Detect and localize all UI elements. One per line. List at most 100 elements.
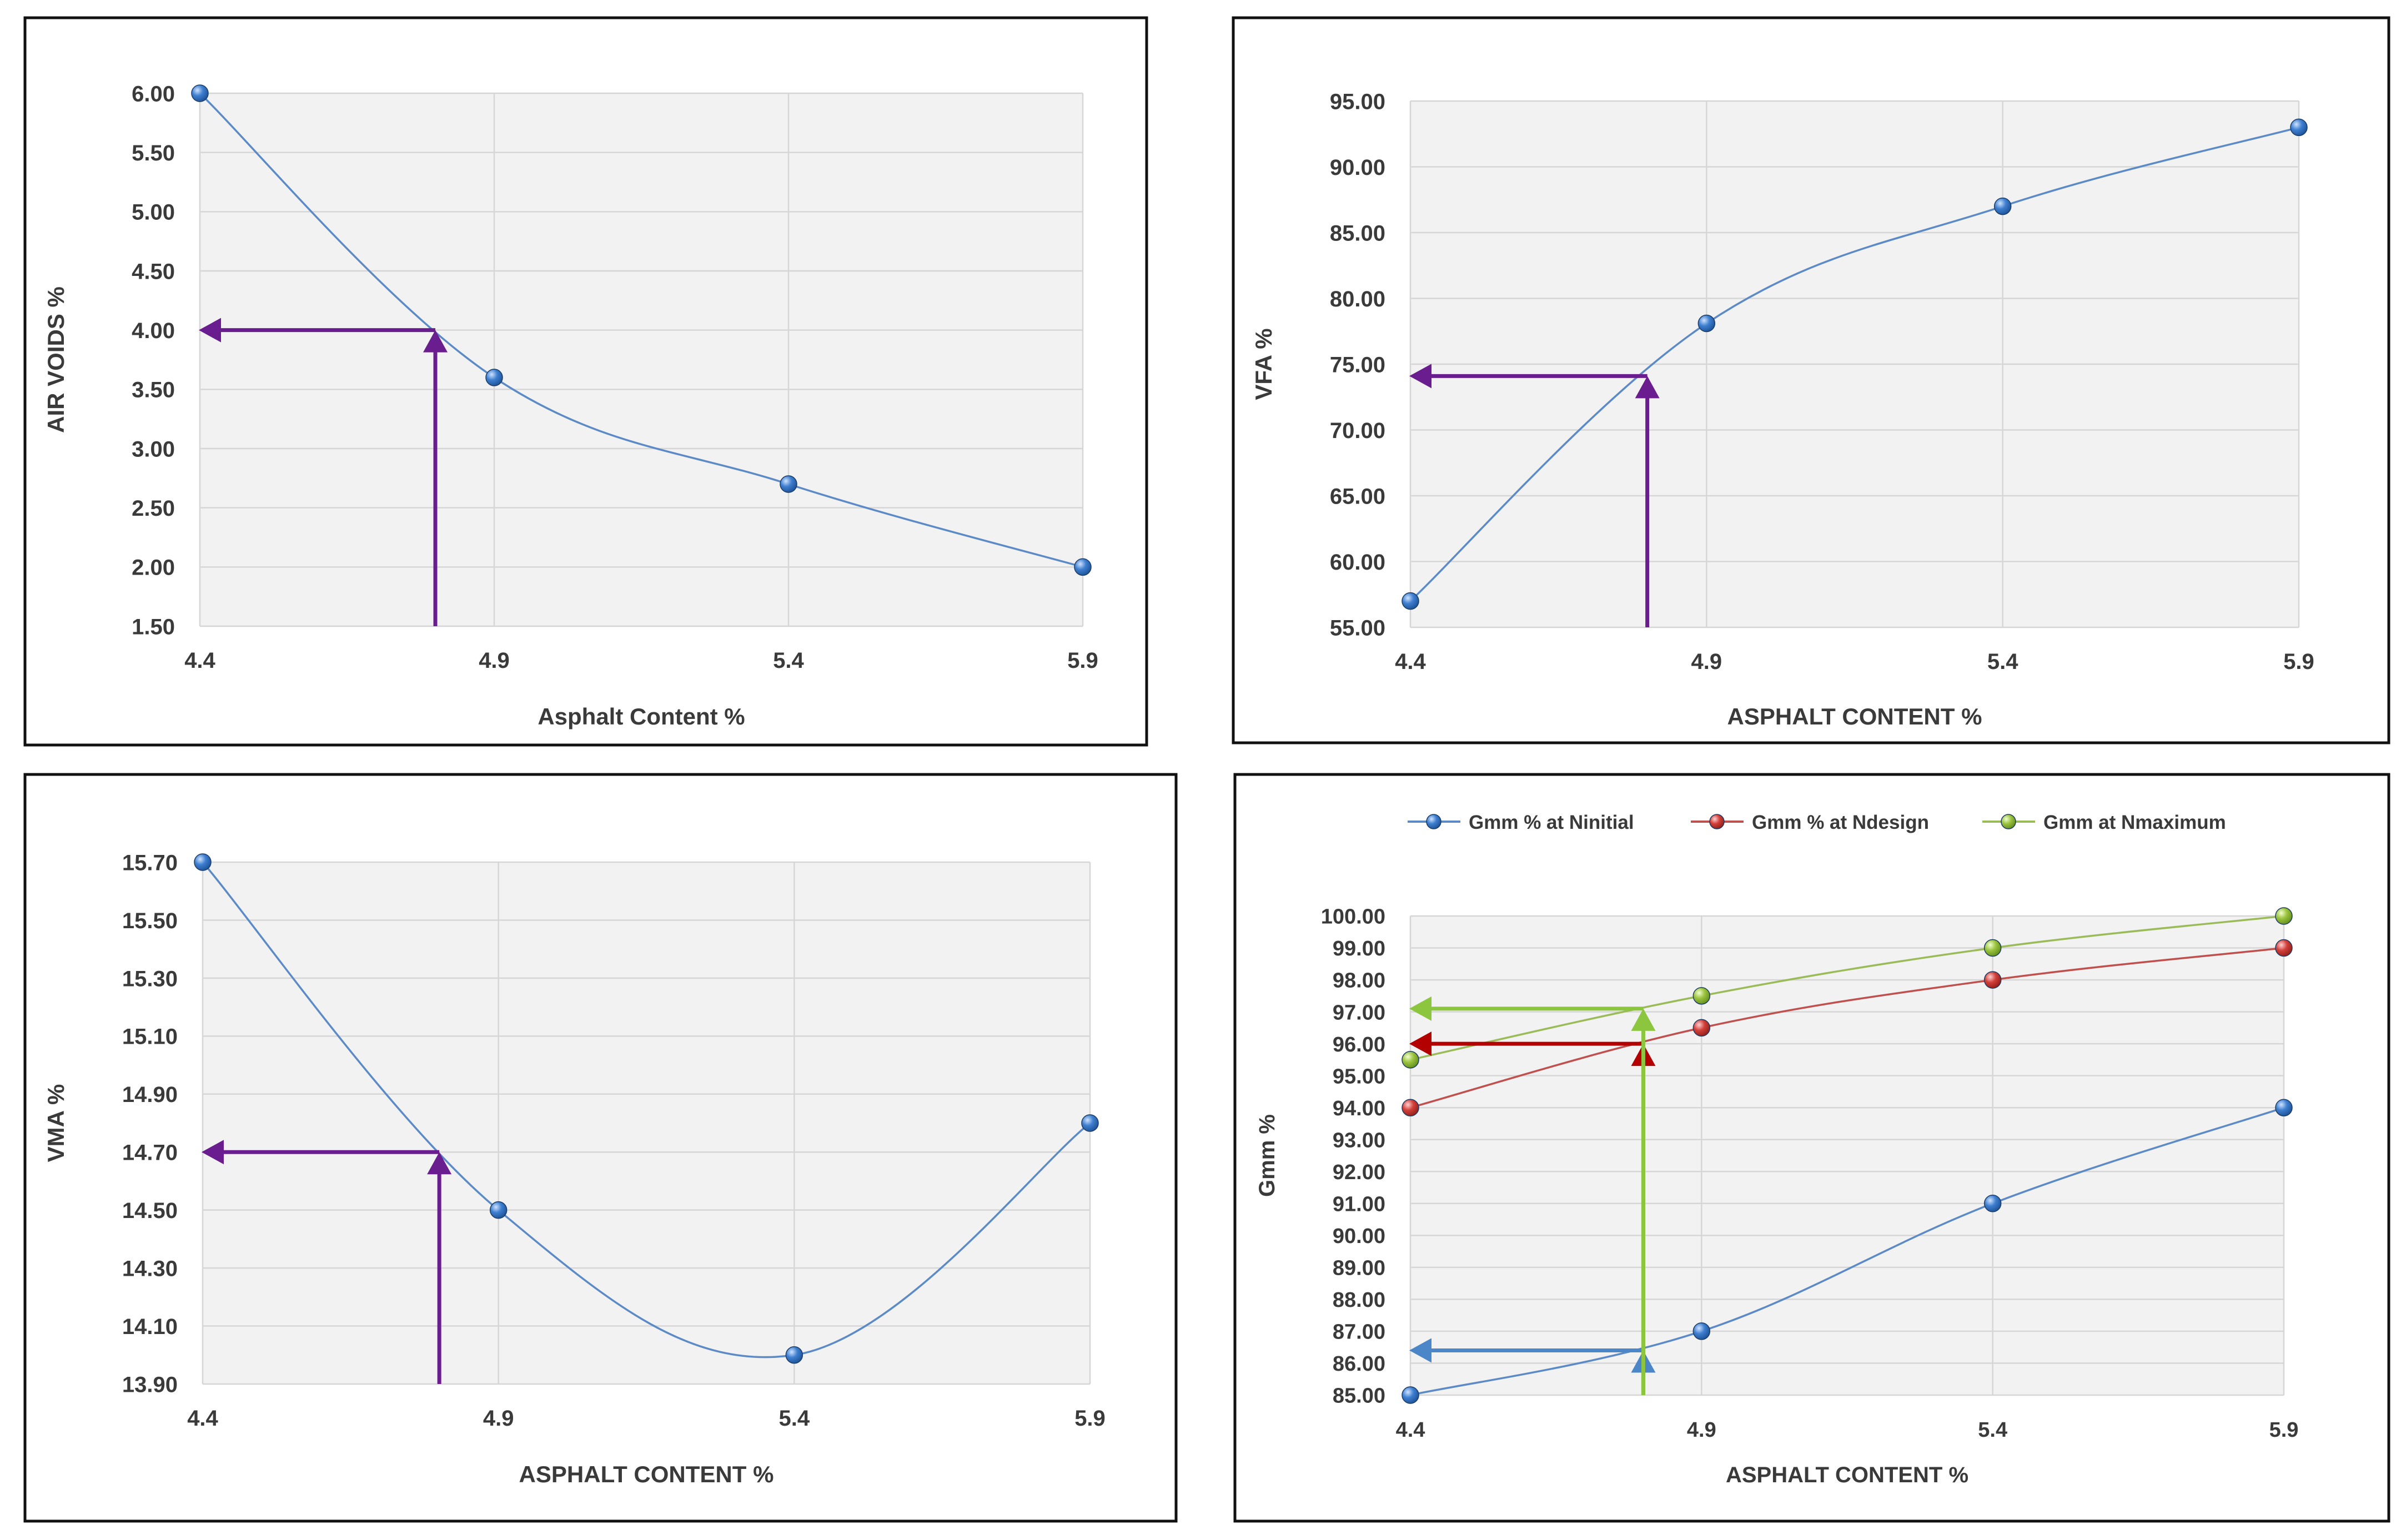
x-tick-label: 5.4: [773, 648, 804, 673]
data-point: [1983, 939, 2002, 957]
data-point: [489, 1201, 508, 1219]
x-tick-label: 4.9: [479, 648, 510, 673]
y-tick-label: 98.00: [1333, 969, 1385, 993]
x-tick-label: 5.4: [779, 1406, 810, 1431]
y-tick-label: 14.30: [122, 1257, 178, 1281]
legend-marker: [1426, 814, 1441, 829]
x-tick-label: 4.9: [1691, 650, 1722, 674]
legend-label: Gmm % at Ndesign: [1752, 812, 1929, 833]
y-tick-label: 3.50: [132, 378, 175, 402]
x-axis-title: ASPHALT CONTENT %: [1727, 703, 1982, 729]
y-tick-label: 87.00: [1333, 1321, 1385, 1344]
y-tick-label: 96.00: [1333, 1033, 1385, 1056]
y-tick-label: 4.50: [132, 259, 175, 284]
data-point: [1983, 1195, 2002, 1212]
y-tick-label: 99.00: [1333, 937, 1385, 960]
x-tick-label: 5.4: [1987, 650, 2018, 674]
x-tick-label: 4.4: [1396, 1418, 1425, 1442]
y-tick-label: 60.00: [1330, 550, 1385, 575]
x-axis-title: ASPHALT CONTENT %: [519, 1461, 774, 1487]
series-line-1: [202, 861, 1091, 1358]
y-tick-label: 1.50: [132, 615, 175, 639]
legend-label: Gmm % at Ninitial: [1469, 812, 1634, 833]
series-line-1: [199, 92, 1083, 568]
annotation-arrowhead-left: [202, 1140, 224, 1165]
chart-panel-2: 55.00 60.00 65.00 70.00 75.00 80.00 85.00 90.00…: [1232, 16, 2390, 744]
y-tick-label: 4.00: [132, 319, 175, 343]
y-tick-label: 100.00: [1321, 905, 1385, 929]
y-axis-title: VFA %: [1250, 328, 1277, 400]
y-tick-label: 2.50: [132, 496, 175, 521]
y-tick-label: 88.00: [1333, 1289, 1385, 1312]
data-point: [194, 853, 212, 871]
y-tick-label: 15.50: [122, 909, 178, 933]
x-tick-label: 5.9: [1074, 1406, 1106, 1431]
data-point: [2275, 907, 2293, 925]
series-line-1: [1409, 126, 2299, 602]
y-tick-label: 91.00: [1333, 1192, 1385, 1216]
annotation-arrowhead-left: [1409, 364, 1431, 389]
y-axis-title: AIR VOIDS %: [43, 286, 69, 433]
x-axis-title: ASPHALT CONTENT %: [1726, 1463, 1968, 1487]
y-tick-label: 70.00: [1330, 419, 1385, 443]
data-point: [2290, 118, 2308, 137]
data-point: [1081, 1114, 1099, 1132]
data-point: [785, 1346, 803, 1364]
annotation-arrowhead-left: [1409, 1338, 1431, 1363]
data-point: [2275, 1099, 2293, 1116]
y-tick-label: 93.00: [1333, 1129, 1385, 1152]
y-tick-label: 95.00: [1330, 89, 1385, 114]
data-point: [1692, 987, 1711, 1005]
y-tick-label: 90.00: [1333, 1225, 1385, 1248]
data-point: [1993, 197, 2012, 215]
plot-area: [200, 93, 1083, 626]
legend-marker: [1709, 814, 1725, 829]
data-point: [485, 369, 503, 386]
y-tick-label: 14.90: [122, 1083, 178, 1107]
y-tick-label: 6.00: [132, 82, 175, 106]
y-tick-label: 55.00: [1330, 616, 1385, 640]
x-tick-label: 4.9: [1687, 1418, 1716, 1442]
legend-label: Gmm at Nmaximum: [2043, 812, 2226, 833]
y-axis-title: VMA %: [43, 1084, 69, 1162]
y-tick-label: 2.00: [132, 556, 175, 580]
y-tick-label: 14.10: [122, 1315, 178, 1339]
y-tick-label: 15.30: [122, 967, 178, 991]
annotation-arrowhead-left: [1409, 1031, 1431, 1056]
y-axis-title: Gmm %: [1255, 1114, 1279, 1197]
y-tick-label: 15.10: [122, 1025, 178, 1049]
y-tick-label: 95.00: [1333, 1065, 1385, 1088]
x-tick-label: 5.4: [1978, 1418, 2007, 1442]
y-tick-label: 90.00: [1330, 155, 1385, 180]
y-tick-label: 86.00: [1333, 1352, 1385, 1376]
chart-panel-3: 13.90 14.10 14.30 14.50 14.70 14.90 15.10 15.30…: [23, 773, 1178, 1523]
data-point: [1692, 1019, 1711, 1037]
y-tick-label: 5.50: [132, 141, 175, 165]
data-point: [1074, 558, 1092, 576]
data-point: [1402, 1386, 1419, 1404]
x-axis-title: Asphalt Content %: [538, 703, 745, 729]
y-tick-label: 14.50: [122, 1199, 178, 1223]
data-point: [1697, 314, 1716, 333]
annotation-arrowhead-up: [427, 1152, 452, 1175]
data-point: [1692, 1322, 1711, 1340]
annotation-arrowhead-up: [1631, 1008, 1656, 1031]
y-tick-label: 14.70: [122, 1141, 178, 1165]
x-tick-label: 4.4: [184, 648, 215, 673]
y-tick-label: 75.00: [1330, 353, 1385, 377]
data-point: [1402, 1051, 1419, 1069]
y-tick-label: 92.00: [1333, 1161, 1385, 1184]
x-tick-label: 4.4: [187, 1406, 218, 1431]
y-tick-label: 97.00: [1333, 1001, 1385, 1024]
data-point: [191, 84, 209, 102]
y-tick-label: 13.90: [122, 1372, 178, 1397]
annotation-arrowhead-up: [1635, 376, 1660, 399]
annotation-arrowhead-left: [1409, 996, 1431, 1021]
x-tick-label: 5.9: [1067, 648, 1098, 673]
plot-area: [203, 862, 1090, 1384]
y-tick-label: 65.00: [1330, 484, 1385, 509]
data-point: [1983, 971, 2002, 989]
y-tick-label: 80.00: [1330, 287, 1385, 311]
data-point: [780, 475, 797, 493]
